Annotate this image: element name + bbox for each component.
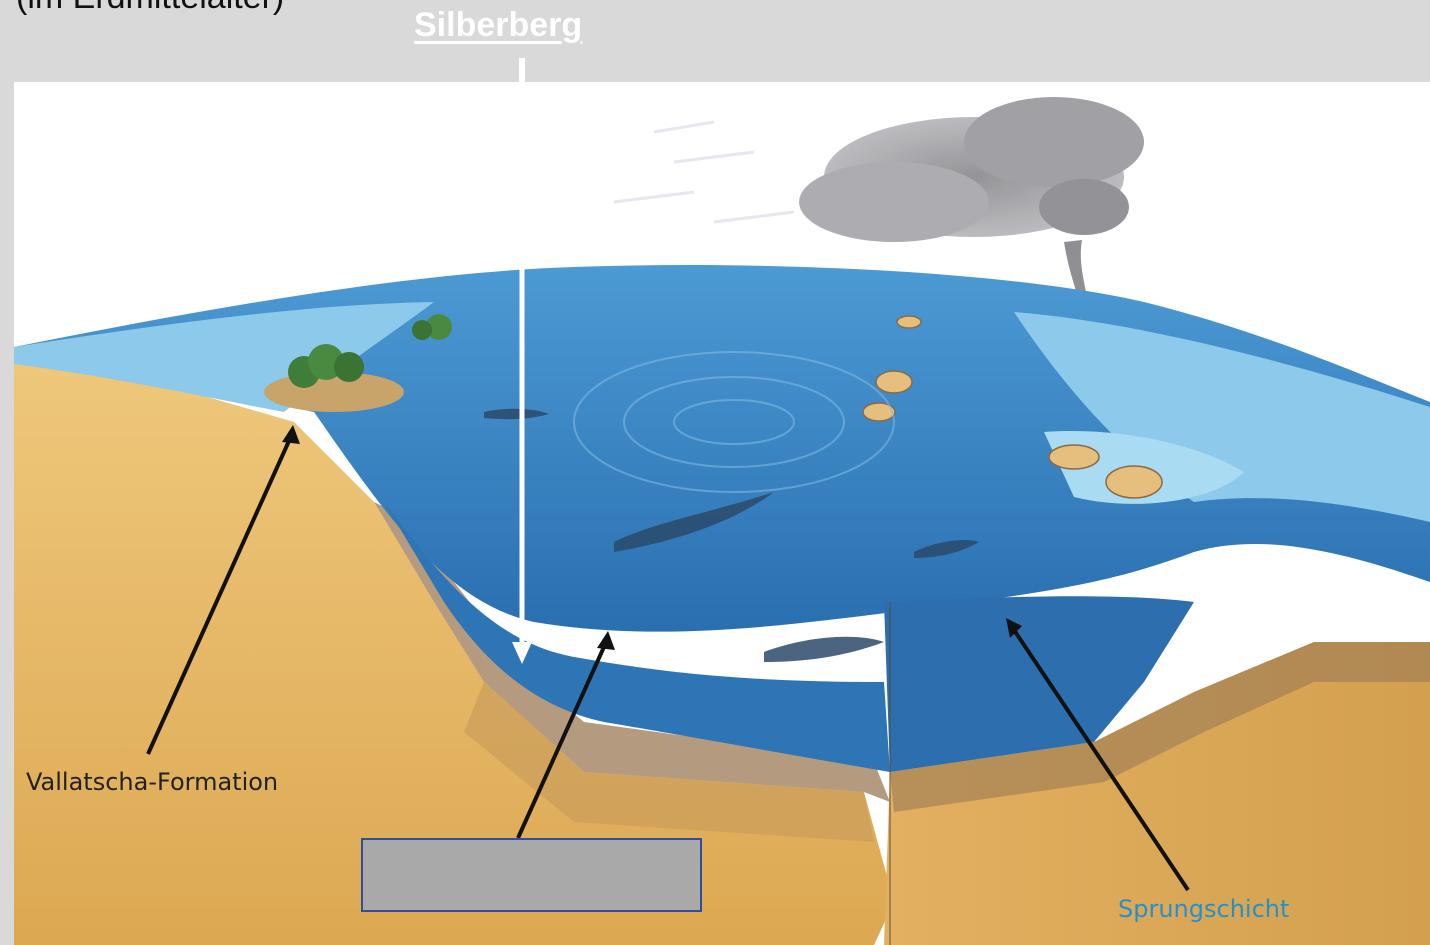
silberberg-label: Silberberg [414,6,583,44]
diagram-caption: (im Erdmittelalter) [16,0,284,17]
silberberg-arrowhead [512,642,532,664]
ocean-cross-section [384,502,890,772]
forested-island [264,314,452,412]
volcano-plume [799,97,1144,292]
front-sediment-face [884,642,1430,945]
answer-box[interactable] [361,838,702,912]
islands [862,315,1163,499]
sprungschicht-label: Sprungschicht [1118,895,1290,923]
ocean-cross-section-illustration [14,82,1430,945]
vallatscha-formation-label: Vallatscha-Formation [26,768,279,796]
pointer-lines [146,431,1190,892]
illustration-panel: Vallatscha-Formation Sprungschicht [14,82,1430,945]
